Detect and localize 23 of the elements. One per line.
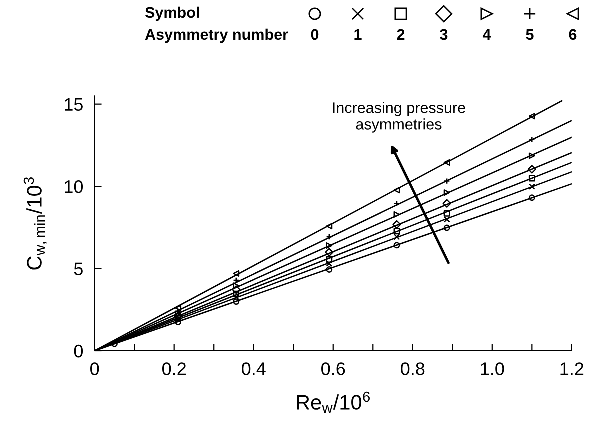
y-tick-label: 15 (65, 98, 83, 112)
annotation: Increasing pressure asymmetries (333, 102, 466, 133)
text: Asymmetry number (145, 28, 288, 44)
x-axis-title: Re$_{w}$/10$^{6}$ (297, 392, 370, 414)
y-axis-title: C$_{w,min}$/10$^{3}$ (24, 178, 47, 270)
legend-label: 4 (482, 29, 492, 40)
legend-label: 5 (526, 29, 534, 40)
x-tick-label: 0 (90, 362, 100, 376)
x-tick-label: 1.2 (560, 362, 584, 376)
legend-label: 2 (397, 29, 405, 40)
x-tick-label: 0.4 (242, 362, 266, 376)
y-tick-label: 10 (65, 180, 84, 194)
legend-label: 3 (440, 29, 448, 40)
x-tick-label: 0.8 (401, 362, 425, 376)
x-tick-label: 1.0 (481, 362, 504, 376)
y-tick-label: 0 (74, 344, 84, 358)
x-tick-label: 0.2 (162, 362, 186, 376)
y-tick-label: 5 (74, 262, 83, 276)
text: Symbol (145, 6, 200, 22)
x-tick-label: 0.6 (322, 362, 346, 376)
legend-label: 1 (354, 29, 362, 40)
legend-label: 0 (311, 29, 319, 40)
legend-label: 6 (569, 29, 577, 40)
